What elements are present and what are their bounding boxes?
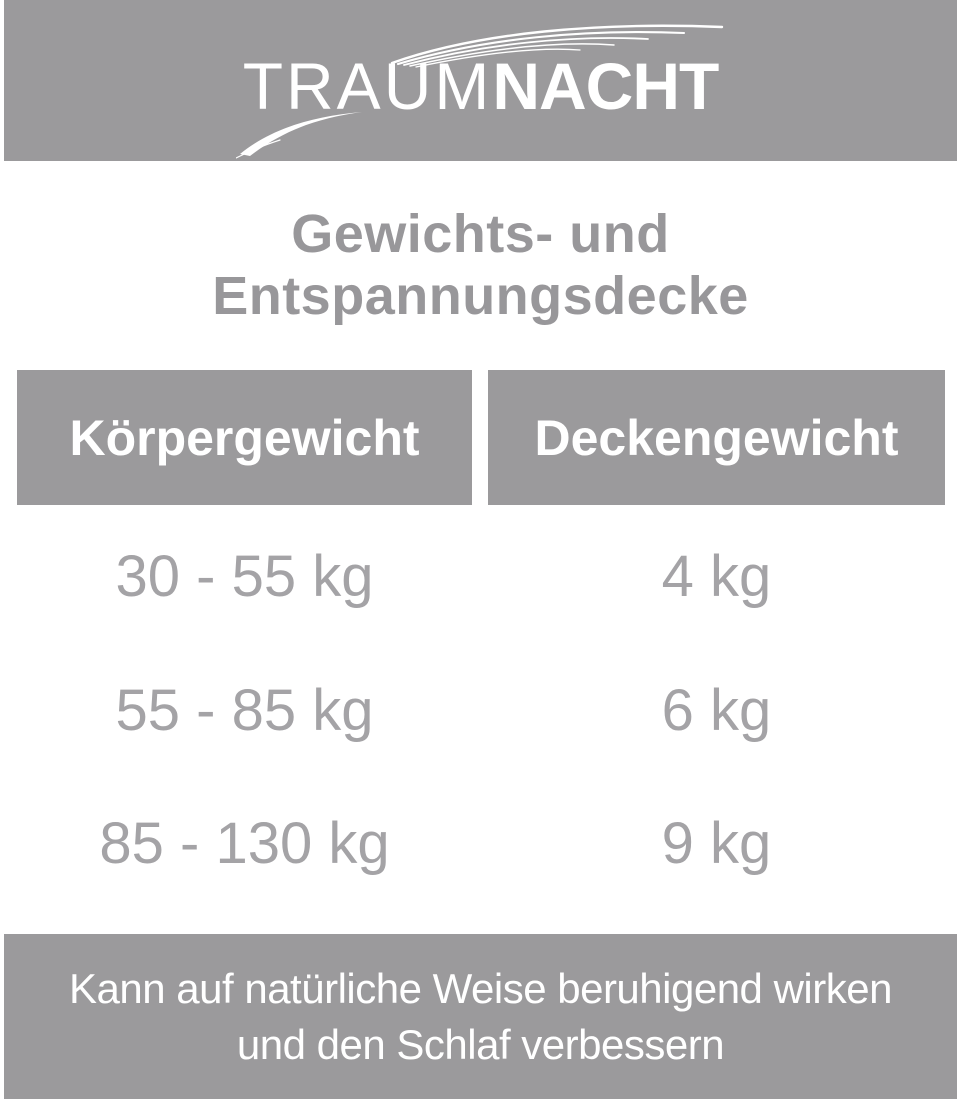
logo-swoosh-icon	[390, 24, 724, 68]
table-row: 30 - 55 kg 4 kg	[0, 542, 961, 612]
column-header-blanket-weight: Deckengewicht	[488, 370, 945, 505]
brand-name-bold: NACHT	[492, 48, 719, 123]
bottom-banner: Kann auf natürliche Weise beruhigend wir…	[4, 934, 957, 1099]
column-header-body-weight: Körpergewicht	[17, 370, 472, 505]
body-weight-cell: 30 - 55 kg	[115, 544, 374, 609]
blanket-weight-cell: 9 kg	[661, 811, 772, 876]
brand-logo-text: TRAUMNACHT	[242, 48, 720, 124]
logo-underline-swoosh-icon	[236, 112, 362, 159]
blanket-weight-cell: 4 kg	[661, 544, 772, 609]
page-title-line2: Entspannungsdecke	[212, 266, 749, 326]
column-header-blanket-weight-label: Deckengewicht	[534, 409, 899, 466]
top-banner: TRAUMNACHT	[4, 0, 957, 161]
brand-logo: TRAUMNACHT	[4, 0, 957, 161]
body-weight-cell: 85 - 130 kg	[99, 811, 390, 876]
claim-line1: Kann auf natürliche Weise beruhigend wir…	[69, 964, 892, 1012]
table-row: 55 - 85 kg 6 kg	[0, 676, 961, 746]
body-weight-cell: 55 - 85 kg	[115, 678, 374, 743]
page-title-line1: Gewichts- und	[291, 204, 670, 264]
claim-line2: und den Schlaf verbessern	[236, 1020, 725, 1068]
brand-name-thin: TRAUM	[242, 48, 493, 123]
table-row: 85 - 130 kg 9 kg	[0, 809, 961, 879]
page-title: Gewichts- und Entspannungsdecke	[0, 203, 961, 327]
blanket-weight-cell: 6 kg	[661, 678, 772, 743]
column-header-body-weight-label: Körpergewicht	[69, 409, 420, 466]
